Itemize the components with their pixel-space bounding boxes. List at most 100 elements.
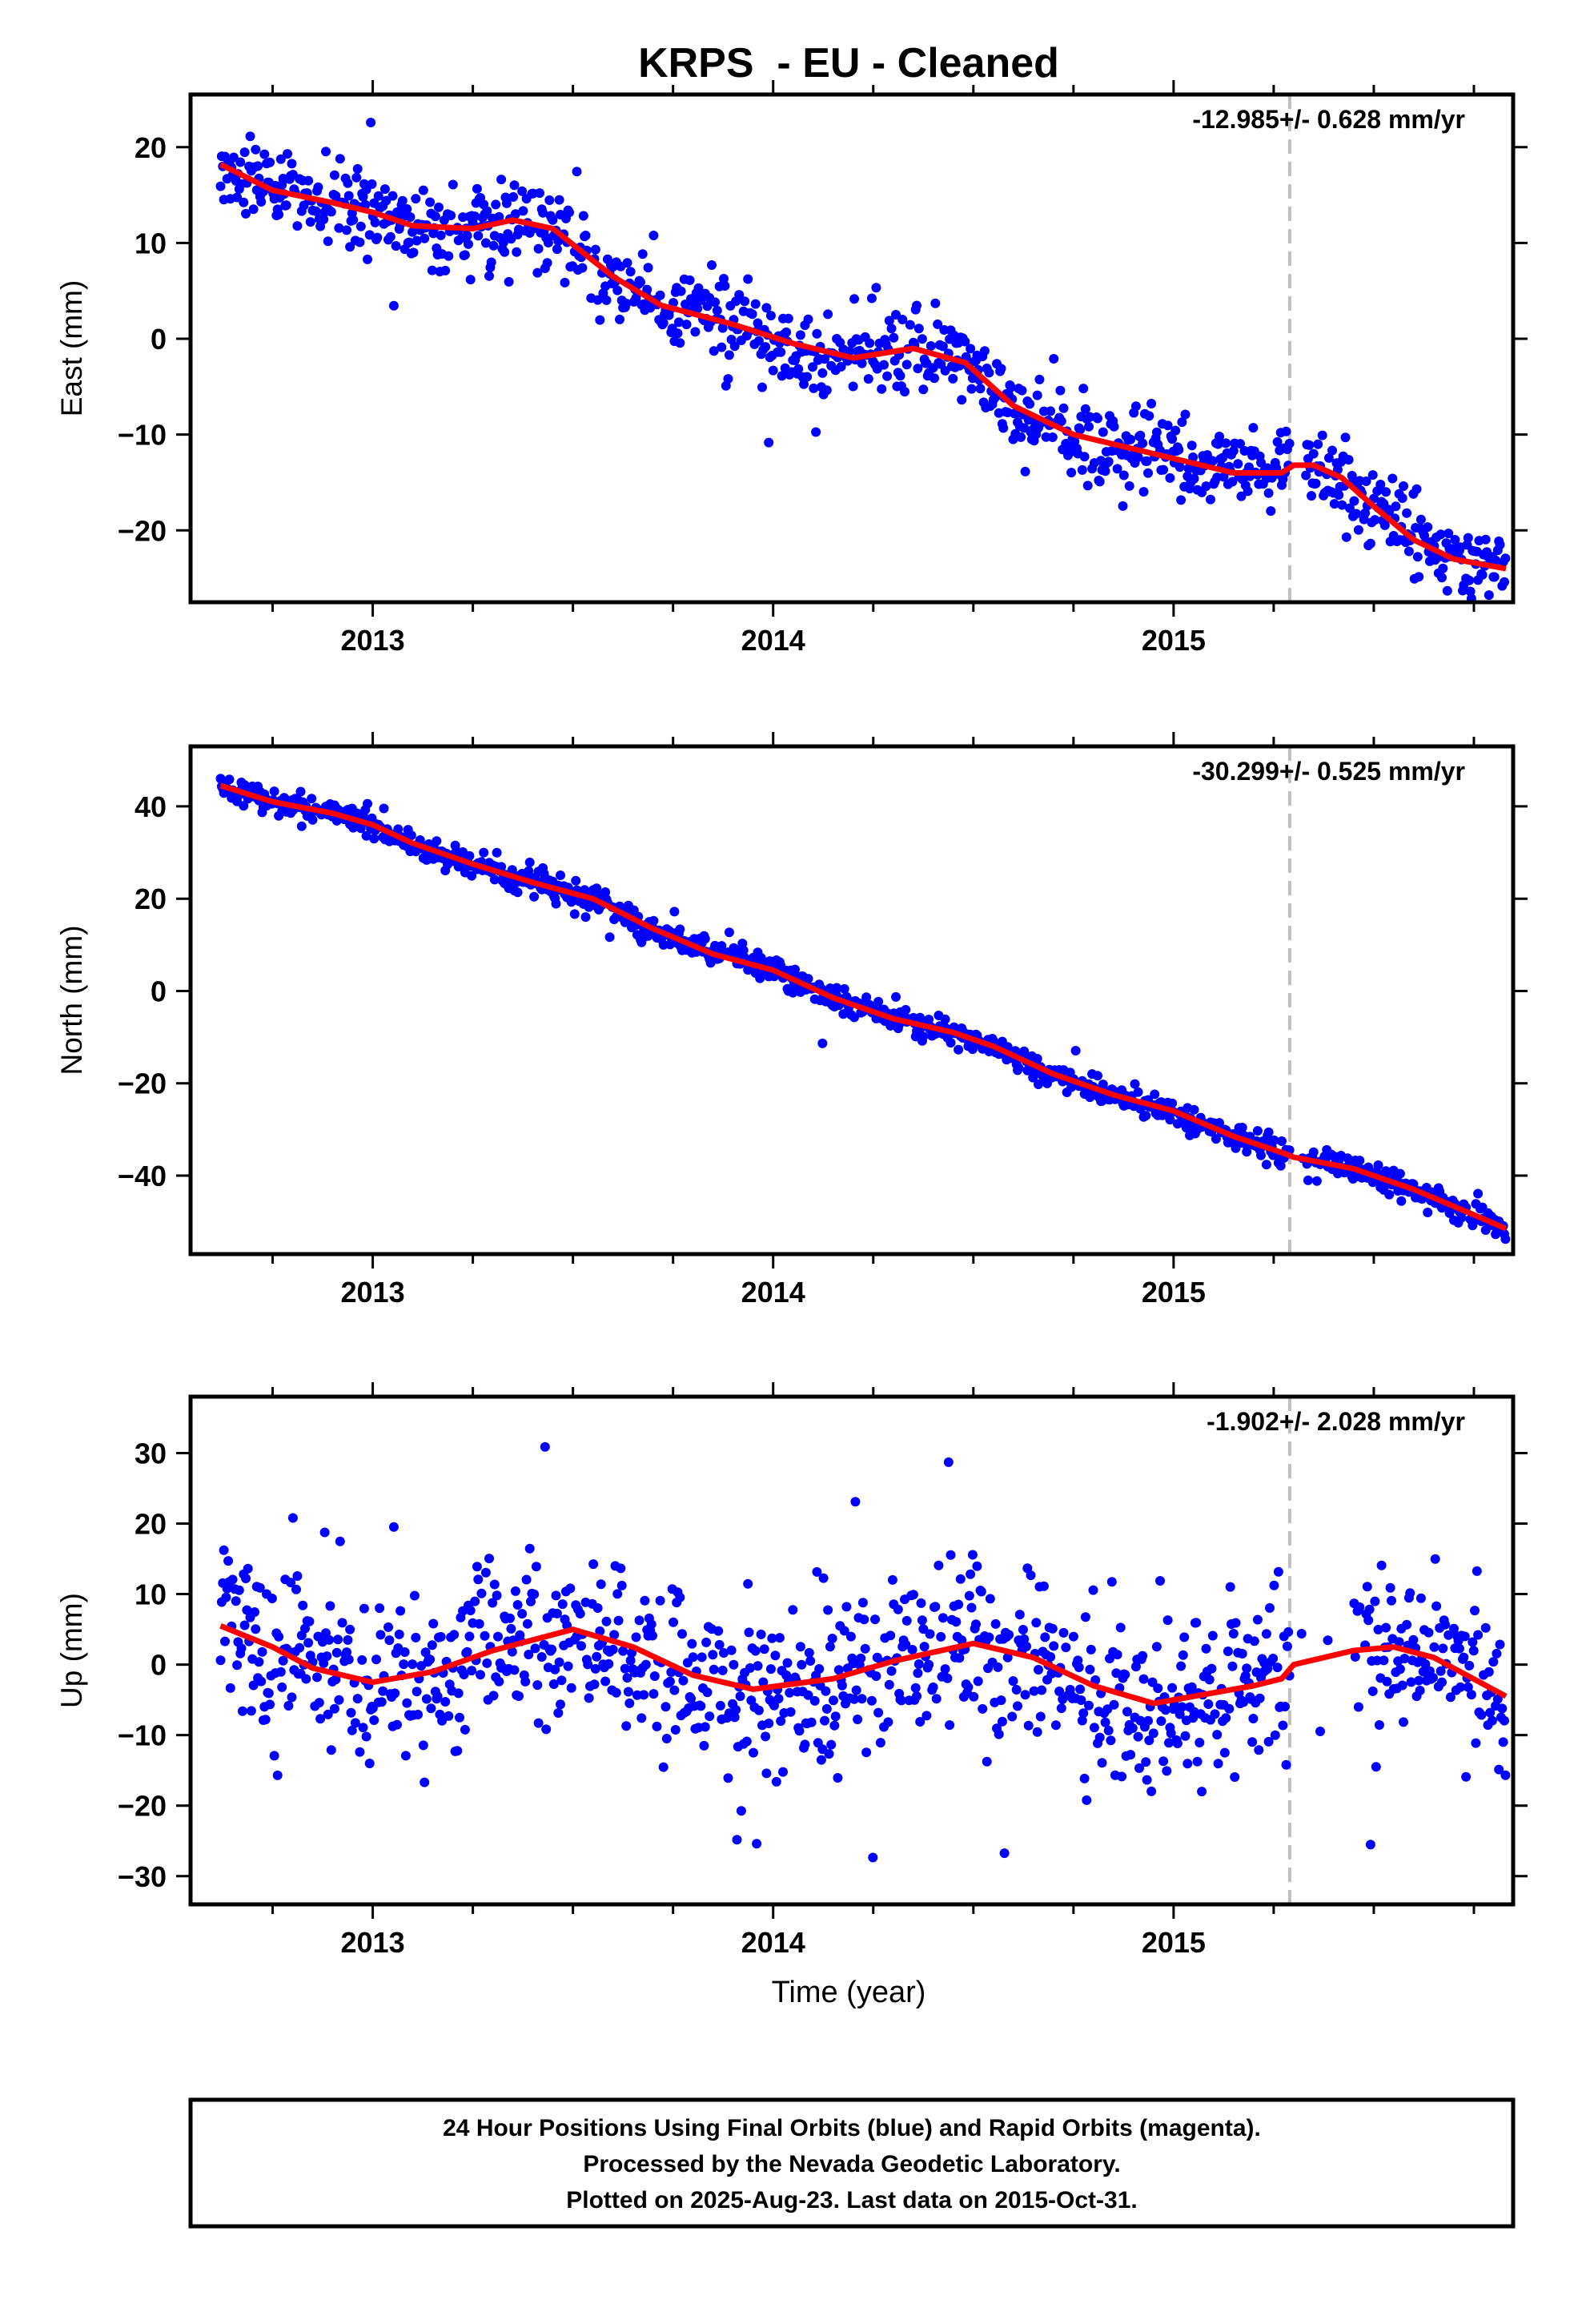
data-point <box>1026 1570 1036 1581</box>
data-point <box>291 1584 301 1594</box>
footer-line-1: 24 Hour Positions Using Final Orbits (bl… <box>443 2115 1261 2141</box>
data-point <box>1097 1758 1107 1768</box>
data-point <box>351 172 362 183</box>
data-point <box>604 932 615 943</box>
data-point <box>675 924 685 935</box>
data-point <box>500 247 510 257</box>
data-point <box>322 1651 332 1662</box>
data-point <box>1075 1684 1086 1695</box>
data-point <box>533 243 544 254</box>
data-point <box>957 1635 967 1646</box>
data-point <box>943 1457 954 1467</box>
data-point <box>1500 553 1511 564</box>
data-point <box>275 154 286 164</box>
data-point <box>480 238 491 248</box>
data-point <box>1127 1723 1138 1733</box>
data-point <box>576 1641 586 1651</box>
data-point <box>343 191 354 201</box>
data-point <box>816 1755 826 1765</box>
data-point <box>999 1848 1010 1859</box>
data-point <box>363 798 372 809</box>
data-point <box>930 1602 941 1612</box>
data-point <box>955 1574 966 1584</box>
data-point <box>572 167 582 177</box>
data-point <box>1303 1175 1313 1185</box>
data-point <box>639 1690 649 1700</box>
data-point <box>334 223 344 233</box>
data-point <box>331 1647 342 1658</box>
data-point <box>1049 354 1059 364</box>
data-point <box>1248 423 1259 433</box>
data-point <box>1423 1627 1434 1638</box>
data-point <box>1215 432 1224 441</box>
data-point <box>257 1647 267 1657</box>
data-point <box>1243 486 1253 497</box>
data-point <box>1177 1702 1187 1712</box>
data-point <box>712 305 722 316</box>
data-point <box>611 1687 621 1698</box>
data-point <box>1111 1668 1122 1679</box>
data-point <box>569 909 580 919</box>
data-point <box>1080 404 1090 414</box>
data-point <box>1495 540 1505 550</box>
data-point <box>427 1640 437 1651</box>
data-point <box>430 211 440 222</box>
data-point <box>1440 1619 1451 1630</box>
data-point <box>334 1695 344 1705</box>
data-point <box>744 1627 754 1638</box>
data-point <box>488 1691 499 1701</box>
data-point <box>1381 1622 1391 1633</box>
data-point <box>1162 1615 1173 1626</box>
data-point <box>348 215 359 225</box>
data-point <box>1225 1582 1235 1592</box>
data-point <box>274 1631 284 1642</box>
data-point <box>460 250 470 260</box>
data-point <box>409 1590 420 1601</box>
data-point <box>221 1592 231 1602</box>
data-point <box>1362 1582 1372 1592</box>
data-point <box>934 1560 944 1570</box>
data-point <box>1484 590 1494 601</box>
data-point <box>729 1712 740 1723</box>
data-point <box>1056 416 1066 426</box>
data-point <box>783 313 793 324</box>
data-point <box>1365 1839 1375 1850</box>
data-point <box>618 1646 628 1656</box>
data-point <box>616 1580 627 1590</box>
data-point <box>702 301 713 312</box>
data-point <box>1396 1196 1407 1206</box>
data-point <box>803 314 813 324</box>
data-point <box>966 1602 977 1613</box>
data-point <box>767 1633 777 1643</box>
data-point <box>550 1664 560 1675</box>
data-point <box>489 1579 500 1590</box>
data-point <box>1050 1720 1061 1731</box>
data-point <box>434 202 444 212</box>
data-point <box>462 231 472 241</box>
data-point <box>1307 491 1316 501</box>
data-point <box>1273 1566 1283 1577</box>
model-curve <box>219 1622 1508 1707</box>
data-point <box>996 1695 1006 1706</box>
data-point <box>265 157 275 167</box>
data-point <box>1077 1715 1087 1726</box>
data-point <box>1470 1606 1480 1616</box>
data-point <box>1355 1156 1365 1166</box>
data-point <box>740 296 750 307</box>
data-point <box>928 1682 938 1692</box>
data-point <box>1082 480 1093 491</box>
data-point <box>326 207 336 217</box>
data-point <box>643 263 653 273</box>
data-point <box>853 1715 863 1724</box>
data-point <box>1032 390 1042 400</box>
footer-line-2: Processed by the Nevada Geodetic Laborat… <box>583 2151 1120 2177</box>
data-point <box>245 131 255 142</box>
y-tick-label: −20 <box>118 1068 167 1100</box>
data-point <box>1014 1610 1025 1620</box>
data-point <box>1068 1631 1078 1642</box>
data-point <box>277 1682 287 1692</box>
data-point <box>278 1655 288 1666</box>
data-point <box>1230 1772 1240 1782</box>
data-point <box>933 319 943 329</box>
